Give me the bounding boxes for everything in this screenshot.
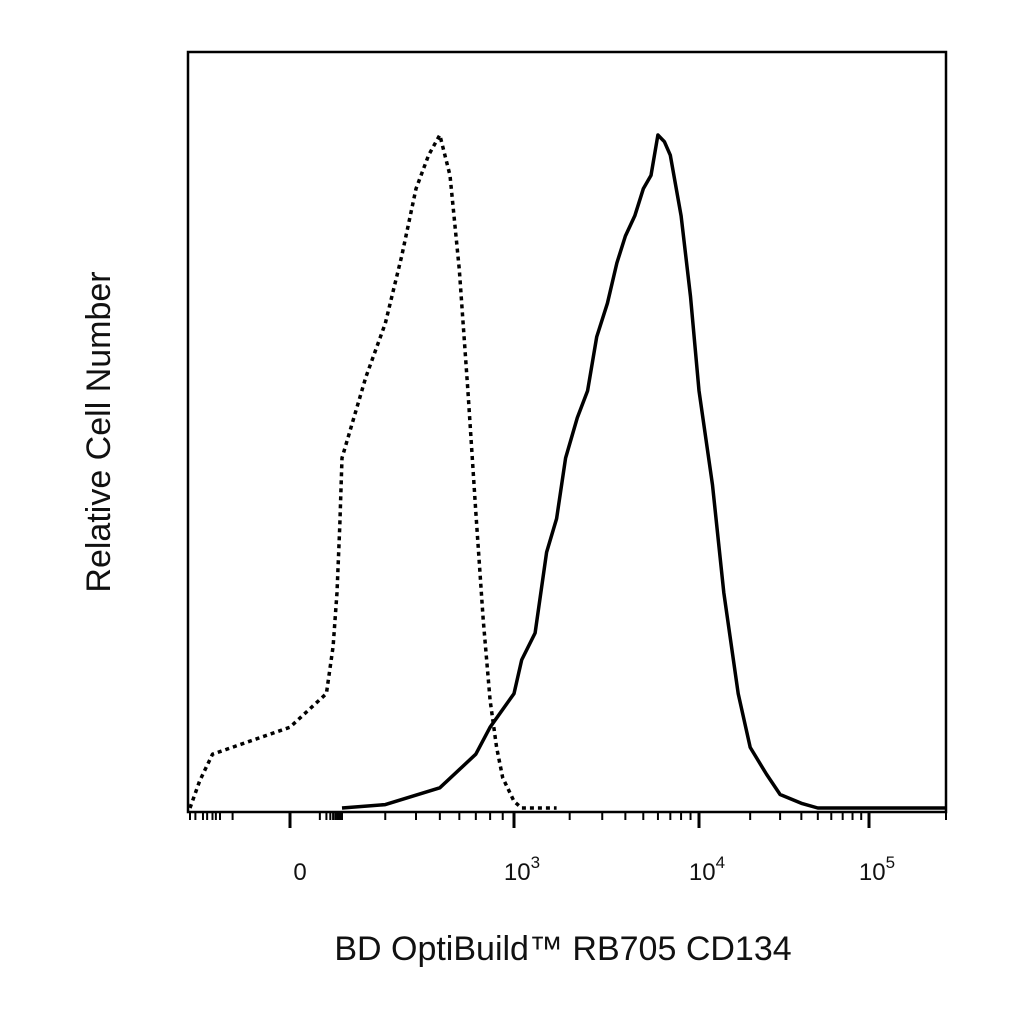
stained-histogram-line xyxy=(341,133,946,810)
x-tick-label-exponent: 4 xyxy=(716,853,725,872)
x-tick-label-base: 10 xyxy=(859,859,886,886)
plot-frame xyxy=(186,50,948,814)
x-tick-label-exponent: 3 xyxy=(531,853,540,872)
x-axis-title: BD OptiBuild™ RB705 CD134 xyxy=(334,930,791,968)
isotype-control-histogram-line xyxy=(188,133,557,810)
x-tick-label-base: 10 xyxy=(504,859,531,886)
series-layer xyxy=(188,133,946,810)
x-tick-label: 105 xyxy=(859,853,895,886)
x-tick-label-exponent: 5 xyxy=(886,853,895,872)
y-axis-title: Relative Cell Number xyxy=(80,271,118,592)
x-axis-tick-labels: 0 103 104 105 xyxy=(293,853,895,886)
x-tick-label: 0 xyxy=(293,859,306,886)
x-tick-label: 104 xyxy=(689,853,725,886)
x-axis-ticks xyxy=(189,812,947,828)
x-tick-label-base: 10 xyxy=(689,859,716,886)
x-tick-label: 103 xyxy=(504,853,540,886)
